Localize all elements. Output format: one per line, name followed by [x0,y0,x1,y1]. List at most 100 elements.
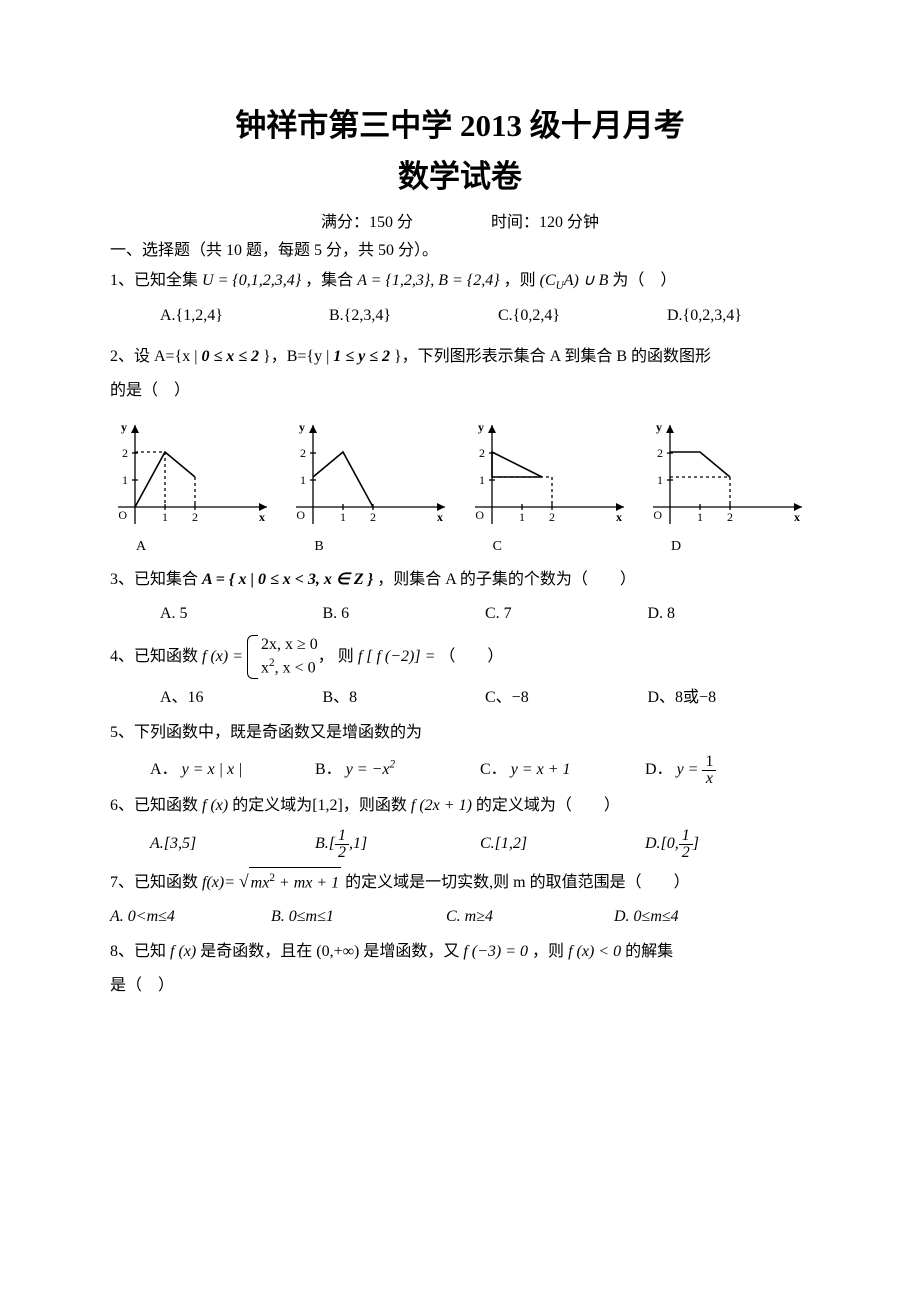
q5-D-pre: D． [645,761,677,778]
svg-text:2: 2 [122,446,128,460]
svg-text:1: 1 [479,473,485,487]
meta-time: 时间：120 分钟 [491,208,599,232]
svg-text:y: y [121,420,127,434]
q2-text-c: }，下列图形表示集合 A 到集合 B 的函数图形 [394,348,711,365]
q2-range1: 0 ≤ x ≤ 2 [201,348,259,365]
q7-D: D. 0≤m≤4 [614,908,679,925]
q5-A-pre: A． [150,761,182,778]
q5-D-den: x [702,771,716,787]
q5-D-num: 1 [702,754,716,771]
svg-text:2: 2 [727,510,733,524]
q6-B-post: ,1] [349,835,367,852]
q5-opt-B: B． y = −x2 [315,752,480,787]
q7-sqrt: mx2 + mx + 1 [239,865,341,898]
q2-text-d: 的是（ ） [110,376,810,406]
question-7: 7、已知函数 f(x)= mx2 + mx + 1 的定义域是一切实数,则 m … [110,865,810,898]
q6-opt-B: B.[12,1] [315,826,480,861]
q3-set: A = { x | 0 ≤ x < 3, x ∈ Z } [202,571,373,588]
q7-text-b: 的定义域是一切实数,则 m 的取值范围是（ ） [345,874,689,891]
q4-text-b: ， 则 [318,642,354,672]
q5-opt-D: D． y = 1 x [645,752,810,787]
q5-options: A． y = x | x | B． y = −x2 C． y = x + 1 D… [110,752,810,787]
svg-text:x: x [437,510,443,524]
q5-opt-C: C． y = x + 1 [480,752,645,787]
q5-B-text: y = −x [346,761,390,778]
q5-opt-A: A． y = x | x | [150,752,315,787]
svg-text:x: x [259,510,265,524]
q6-text-a: 6、已知函数 [110,797,198,814]
svg-text:x: x [616,510,622,524]
q3-text-a: 3、已知集合 [110,571,198,588]
exam-meta: 满分：150 分 时间：120 分钟 [110,208,810,232]
question-3: 3、已知集合 A = { x | 0 ≤ x < 3, x ∈ Z } ，则集合… [110,565,810,595]
q8-text-f: 是（ ） [110,971,810,1001]
q1-opt-A: A.{1,2,4} [160,301,329,331]
q4-fx: f (x) = [202,642,243,672]
chart-D: yxO1212D [645,417,810,555]
question-2: 2、设 A={x | 0 ≤ x ≤ 2 }，B={y | 1 ≤ y ≤ 2 … [110,342,810,372]
q6-B-den: 2 [335,845,349,861]
q1-opt-B: B.{2,3,4} [329,301,498,331]
q1-options: A.{1,2,4} B.{2,3,4} C.{0,2,4} D.{0,2,3,4… [110,301,810,331]
q7-rad-b: + mx + 1 [275,874,339,891]
q5-D-eq: y = [677,761,699,778]
svg-text:O: O [118,508,127,522]
q2-text-b: }，B={y | [263,348,333,365]
svg-text:2: 2 [192,510,198,524]
question-1: 1、已知全集 U = {0,1,2,3,4} ，集合 A = {1,2,3}, … [110,266,810,297]
svg-text:y: y [478,420,484,434]
question-5: 5、下列函数中，既是奇函数又是增函数的为 [110,718,810,748]
q4-p2a: x [261,660,269,677]
q8-text-e: 的解集 [625,943,673,960]
q1-expr: (CUA) ∪ B [540,272,609,289]
q7-opt-C: C. m≥4 [446,902,614,932]
q4-opt-A: A、16 [160,683,323,713]
svg-text:1: 1 [697,510,703,524]
q3-opt-C: C. 7 [485,599,648,629]
q2-charts-row: yxO1212AyxO1212ByxO1212CyxO1212D [110,417,810,555]
question-6: 6、已知函数 f (x) 的定义域为[1,2]，则函数 f (2x + 1) 的… [110,791,810,821]
svg-text:1: 1 [300,473,306,487]
svg-text:1: 1 [657,473,663,487]
q4-opt-D: D、8或−8 [648,683,811,713]
q4-p2b: , x < 0 [275,660,316,677]
q6-f2: f (2x + 1) [411,797,472,814]
q4-text-c: （ ） [439,642,503,672]
q1-text-d: 为（ ） [612,272,676,289]
q3-opt-B: B. 6 [323,599,486,629]
q7-fx: f(x)= [202,874,235,891]
q6-opt-D: D.[0,12] [645,826,810,861]
q5-A-expr: y = x | x | [182,761,243,778]
chart-label-B: B [288,539,453,555]
svg-text:x: x [794,510,800,524]
q5-B-expr: y = −x2 [346,761,395,778]
q6-D-num: 1 [679,828,693,845]
exam-subtitle: 数学试卷 [110,151,810,196]
q5-C-expr: y = x + 1 [511,761,571,778]
q8-text-a: 8、已知 [110,943,166,960]
q7-C: C. m≥4 [446,908,493,925]
section-1-heading: 一、选择题（共 10 题，每题 5 分，共 50 分）。 [110,236,810,260]
q8-text-c: 是增函数，又 [363,943,459,960]
svg-text:1: 1 [519,510,525,524]
q6-D-post: ] [693,835,699,852]
q8-text-b: 是奇函数，且在 [200,943,312,960]
q7-rad-a: mx [251,874,270,891]
q3-opt-D: D. 8 [648,599,811,629]
q5-C-pre: C． [480,761,511,778]
q8-cond: f (−3) = 0 [463,943,528,960]
q6-opt-A: A.[3,5] [150,826,315,861]
svg-text:1: 1 [340,510,346,524]
svg-text:2: 2 [300,446,306,460]
chart-C: yxO1212C [467,417,632,555]
svg-text:y: y [299,420,305,434]
q5-D-frac: 1 x [702,754,716,787]
svg-text:O: O [475,508,484,522]
svg-text:O: O [653,508,662,522]
q8-ineq: f (x) < 0 [568,943,621,960]
q5-B-pre: B． [315,761,346,778]
q2-range2: 1 ≤ y ≤ 2 [333,348,390,365]
meta-score: 满分：150 分 [321,208,413,232]
chart-label-D: D [645,539,810,555]
exam-page: 钟祥市第三中学 2013 级十月月考 数学试卷 满分：150 分 时间：120 … [0,0,920,1302]
